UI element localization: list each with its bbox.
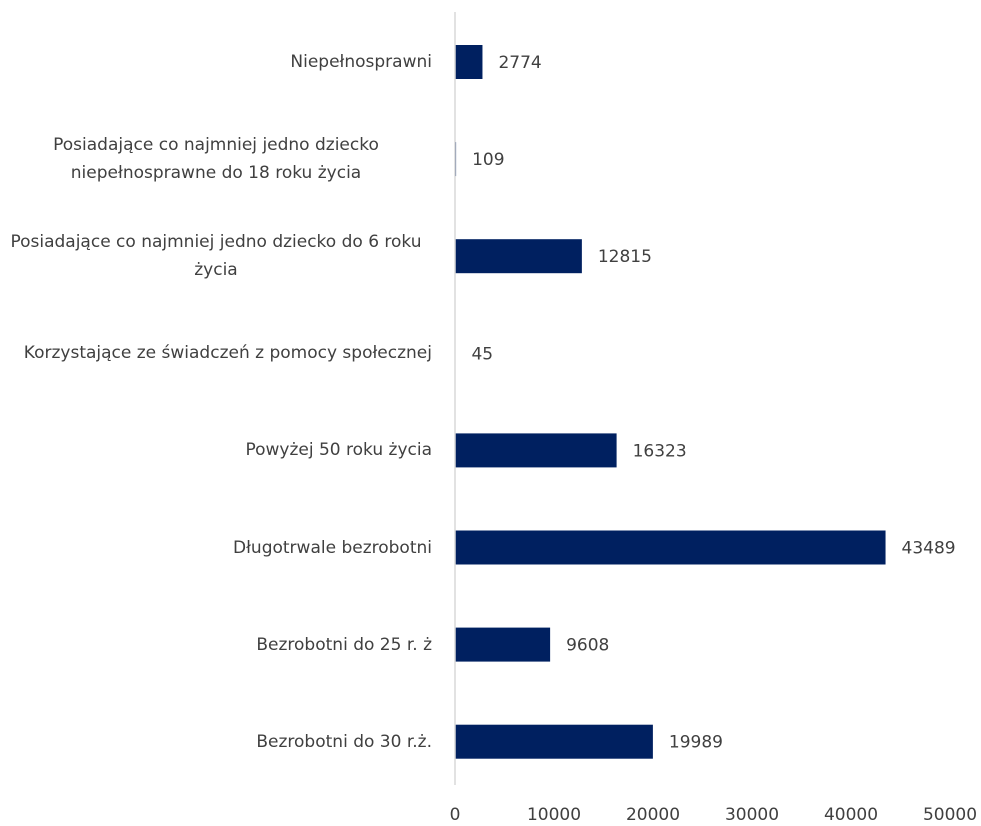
category-label: Bezrobotni do 30 r.ż. — [256, 731, 432, 752]
value-label: 9608 — [566, 636, 609, 656]
bar — [455, 627, 551, 662]
value-label: 19989 — [669, 733, 723, 753]
category-label: Posiadające co najmniej jedno dziecko do… — [10, 232, 422, 281]
category-label: Korzystające ze świadczeń z pomocy społe… — [23, 343, 432, 364]
bar — [455, 724, 653, 759]
value-label: 16323 — [633, 441, 687, 461]
value-label: 45 — [471, 344, 493, 364]
bar — [455, 45, 483, 79]
bar — [455, 530, 886, 565]
x-tick-label: 50000 — [923, 805, 977, 825]
value-label: 2774 — [498, 53, 541, 73]
category-label: Długotrwale bezrobotni — [233, 537, 432, 558]
category-label: Bezrobotni do 25 r. ż — [256, 634, 432, 655]
category-label: Powyżej 50 roku życia — [245, 440, 432, 461]
bar — [455, 239, 582, 274]
x-tick-label: 10000 — [527, 805, 581, 825]
x-tick-label: 40000 — [824, 805, 878, 825]
bar — [455, 433, 617, 468]
x-tick-label: 0 — [450, 805, 461, 825]
value-label: 12815 — [598, 247, 652, 267]
value-label: 109 — [472, 150, 504, 170]
value-label: 43489 — [902, 539, 956, 559]
x-tick-label: 30000 — [725, 805, 779, 825]
category-label: Niepełnosprawni — [290, 52, 432, 72]
x-tick-label: 20000 — [626, 805, 680, 825]
category-label: Posiadające co najmniej jedno dziecko ni… — [53, 135, 379, 184]
